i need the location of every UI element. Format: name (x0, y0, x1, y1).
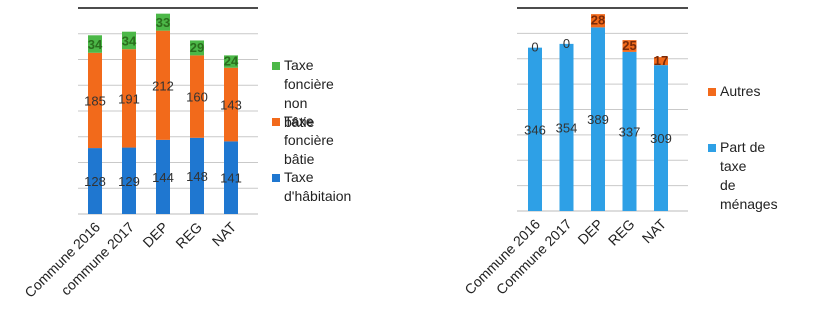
x-tick-label: NAT (209, 218, 240, 249)
bar-segment (224, 141, 238, 214)
legend-label: Taxe d'hâbitaion (284, 169, 352, 204)
legend-item: Taxe d'hâbitaion (272, 168, 351, 206)
bar-segment (654, 65, 668, 211)
data-label: 0 (531, 40, 538, 55)
bar-segment (122, 147, 136, 214)
data-label: 128 (84, 174, 106, 189)
bar-segment (654, 57, 668, 66)
data-label: 346 (524, 122, 546, 137)
bar-segment (88, 52, 102, 149)
data-label: 129 (118, 174, 140, 189)
bar-segment (622, 40, 637, 52)
bar-segment (224, 67, 238, 142)
bar-segment (156, 139, 170, 214)
data-label: 24 (224, 54, 239, 69)
bar-segment (622, 51, 637, 212)
data-label: 309 (650, 131, 672, 146)
x-tick-label: NAT (639, 215, 670, 246)
bar-segment (122, 31, 136, 50)
bar-segment (559, 43, 574, 211)
bar-segment (88, 35, 102, 53)
legend-item: Taxe foncière non bâtie (272, 56, 334, 132)
data-label: 389 (587, 112, 609, 127)
data-label: 212 (152, 78, 174, 93)
data-label: 143 (220, 98, 242, 113)
data-label: 185 (84, 93, 106, 108)
data-label: 17 (654, 53, 668, 68)
x-tick-label: DEP (139, 219, 171, 251)
legend-item: Taxe foncière bâtie (272, 112, 334, 169)
legend-swatch (272, 62, 280, 70)
data-label: 29 (190, 40, 204, 55)
data-label: 160 (186, 90, 208, 105)
bar-segment (591, 27, 605, 211)
bar-segment (190, 40, 204, 56)
legend-swatch (708, 88, 716, 96)
bar-segment (528, 47, 542, 211)
legend-swatch (272, 118, 280, 126)
bar-segment (156, 30, 170, 140)
data-label: 33 (156, 15, 170, 30)
x-tick-label: DEP (574, 216, 606, 248)
data-label: 28 (591, 13, 605, 28)
bar-segment (122, 49, 136, 148)
data-label: 34 (88, 37, 103, 52)
data-label: 141 (220, 171, 242, 186)
bar-segment (88, 148, 102, 214)
bar-segment (190, 55, 204, 138)
data-label: 148 (186, 169, 208, 184)
bar-segment (591, 14, 605, 28)
bar-segment (156, 13, 170, 31)
legend-label: Taxe foncière bâtie (284, 113, 334, 167)
x-tick-label: REG (605, 216, 638, 249)
data-label: 25 (622, 38, 636, 53)
legend-swatch (272, 174, 280, 182)
legend-swatch (708, 144, 716, 152)
bar-segment (190, 137, 204, 214)
data-label: 337 (619, 124, 641, 139)
data-label: 144 (152, 170, 174, 185)
data-label: 0 (563, 36, 570, 51)
data-label: 34 (122, 33, 137, 48)
data-label: 191 (118, 91, 140, 106)
data-label: 354 (556, 120, 578, 135)
bar-segment (224, 55, 238, 68)
legend-item: Autres (708, 82, 760, 101)
legend-item: Part de taxe de ménages (708, 138, 778, 214)
legend-label: Part de taxe de ménages (720, 139, 778, 212)
legend-label: Autres (720, 83, 761, 99)
legend-label: Taxe foncière non bâtie (284, 57, 334, 130)
x-tick-label: REG (172, 219, 205, 252)
